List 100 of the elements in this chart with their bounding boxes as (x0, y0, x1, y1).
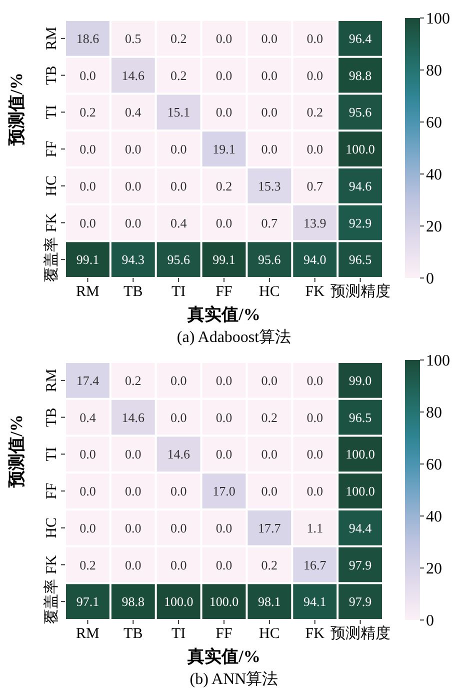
data-label: 0.0 (125, 178, 142, 194)
data-label: 0.0 (261, 142, 278, 157)
data-label: 94.6 (348, 178, 372, 194)
data-label: 0.0 (170, 142, 187, 157)
data-label: 100.0 (346, 446, 375, 462)
data-label: 15.3 (258, 178, 281, 194)
color-bar-label: 80 (426, 62, 442, 80)
data-label: 100.0 (209, 594, 239, 610)
data-label: 0.0 (80, 520, 96, 536)
data-label: 0.0 (125, 142, 142, 157)
y-tick-label: TI (44, 105, 60, 120)
data-label: 97.9 (348, 557, 372, 572)
data-label: 15.1 (167, 104, 190, 120)
data-label: 96.5 (348, 252, 372, 268)
x-tick-label: FK (305, 284, 325, 300)
data-label: 0.5 (125, 30, 142, 46)
data-label: 92.9 (348, 215, 372, 230)
data-label: 18.6 (76, 30, 100, 46)
color-bar-label: 100 (426, 10, 450, 28)
y-axis-title: 预测值/% (7, 414, 26, 488)
data-label: 94.4 (348, 520, 372, 536)
data-label: 0.0 (80, 484, 96, 499)
text: (b) ANN算法 (190, 670, 278, 688)
data-label: 98.1 (258, 594, 281, 610)
data-label: 0.0 (170, 410, 187, 425)
data-label: 99.0 (348, 372, 372, 388)
x-tick-label: RM (76, 284, 100, 300)
data-label: 0.0 (306, 372, 323, 388)
data-label: 99.1 (212, 252, 236, 268)
color-bar-label: 100 (426, 352, 450, 370)
color-bar-label: 60 (426, 456, 442, 474)
y-tick-label: FF (44, 140, 60, 158)
data-label: 0.0 (125, 520, 142, 536)
y-tick-label: FK (44, 212, 60, 232)
x-tick-label: TB (124, 626, 143, 642)
data-label: 14.6 (122, 68, 146, 83)
data-label: 0.0 (306, 446, 323, 462)
data-label: 0.4 (125, 104, 142, 120)
x-tick-label: 预测精度 (330, 283, 390, 300)
color-bar-label: 40 (426, 166, 442, 184)
data-label: 0.0 (216, 68, 232, 83)
data-label: 0.0 (216, 520, 232, 536)
data-label: 0.2 (216, 178, 232, 194)
data-label: 0.0 (170, 557, 187, 572)
y-tick-label: RM (44, 26, 60, 50)
data-label: 0.0 (306, 142, 323, 157)
data-label: 0.0 (306, 30, 323, 46)
data-label: 0.0 (216, 410, 232, 425)
data-label: 0.0 (216, 104, 232, 120)
x-tick-label: FF (216, 284, 232, 300)
color-bar-label: 0 (426, 270, 434, 288)
color-bar-label: 40 (426, 508, 442, 526)
color-bar-label: 60 (426, 114, 442, 132)
color-bar-label: 20 (426, 560, 442, 578)
y-tick-label: TB (44, 66, 60, 85)
data-label: 94.0 (303, 252, 326, 268)
data-label: 0.0 (261, 68, 278, 83)
x-tick-label: HC (259, 626, 280, 642)
data-label: 13.9 (303, 215, 326, 230)
data-label: 0.2 (125, 372, 142, 388)
x-axis-title: 真实值/% (186, 305, 260, 324)
data-label: 98.8 (348, 68, 372, 83)
data-label: 95.6 (348, 104, 372, 120)
data-label: 94.1 (303, 594, 326, 610)
y-tick-label: HC (44, 517, 60, 538)
y-tick-label: FF (44, 482, 60, 500)
data-label: 0.4 (170, 215, 188, 230)
data-label: 0.0 (261, 446, 278, 462)
x-tick-label: FF (216, 626, 232, 642)
y-axis-title: 预测值/% (7, 72, 26, 146)
data-label: 17.7 (258, 520, 282, 536)
y-tick-label: 覆盖率 (43, 237, 60, 282)
color-bar-label: 80 (426, 404, 442, 422)
data-label: 0.0 (261, 372, 278, 388)
data-label: 99.1 (76, 252, 100, 268)
data-label: 0.0 (125, 557, 142, 572)
data-label: 0.0 (306, 410, 323, 425)
data-label: 96.4 (348, 30, 372, 46)
data-label: 0.0 (306, 68, 323, 83)
data-label: 100.0 (164, 594, 194, 610)
data-label: 0.2 (80, 557, 96, 572)
data-label: 0.2 (261, 410, 278, 425)
data-label: 0.2 (306, 104, 323, 120)
y-tick-label: TI (44, 447, 60, 462)
data-label: 0.0 (261, 104, 278, 120)
data-label: 17.0 (212, 484, 236, 499)
y-tick-label: FK (44, 554, 60, 574)
data-label: 97.9 (348, 594, 372, 610)
data-label: 95.6 (167, 252, 190, 268)
data-label: 0.0 (306, 484, 323, 499)
data-label: 0.0 (216, 372, 232, 388)
y-tick-label: RM (44, 368, 60, 392)
data-label: 0.0 (216, 215, 232, 230)
data-label: 14.6 (167, 446, 190, 462)
data-label: 96.5 (348, 410, 372, 425)
x-axis-title: 真实值/% (186, 647, 260, 666)
data-label: 0.0 (80, 215, 96, 230)
text: (a) Adaboost算法 (176, 328, 292, 346)
data-label: 0.0 (170, 372, 187, 388)
color-bar-label: 0 (426, 612, 434, 630)
